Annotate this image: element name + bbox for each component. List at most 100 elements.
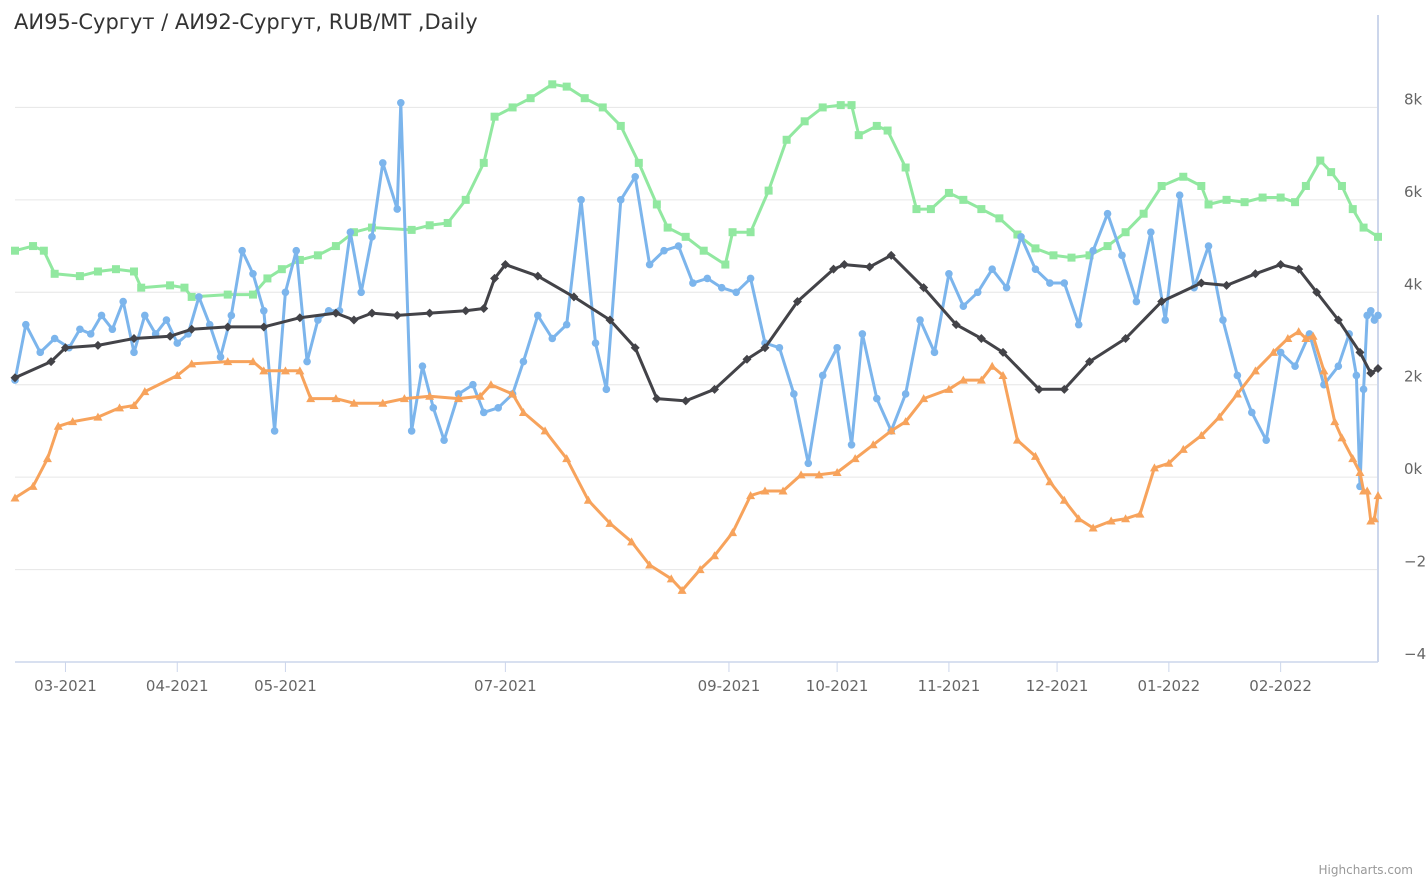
data-point [1369,514,1379,523]
data-point [1196,431,1206,440]
data-point [703,274,712,283]
data-point [367,308,377,318]
data-point [959,195,968,204]
data-point [1046,279,1054,287]
data-point [728,528,738,537]
credits-link[interactable]: Highcharts.com [1318,863,1413,877]
chart-title: АИ95-Сургут / АИ92-Сургут, RUB/MT ,Daily [14,10,478,34]
data-point [519,357,528,366]
data-point [10,493,20,502]
data-point [1240,198,1249,207]
data-point [1017,233,1025,241]
data-point [141,311,149,320]
data-point [681,396,691,406]
data-point [1045,477,1055,486]
data-point [605,518,615,527]
data-point [901,417,911,426]
data-point [944,188,953,197]
data-point [919,394,929,403]
data-point [919,283,929,293]
data-point [1002,283,1011,292]
data-point [1337,433,1347,442]
data-point [583,495,593,504]
data-point [378,398,388,407]
data-point [1291,362,1299,371]
data-point [1348,454,1358,463]
data-point [631,172,640,181]
data-point [1121,334,1131,343]
data-point [93,412,103,421]
data-point [187,292,196,301]
data-point [710,551,720,560]
data-point [1157,181,1166,190]
data-point [577,196,585,204]
x-tick-label: 05-2021 [254,677,317,695]
data-point [260,306,268,315]
data-point [53,421,63,430]
data-point [454,394,464,403]
data-point [393,205,402,213]
data-point [998,347,1008,357]
data-point [1374,311,1382,320]
data-point [407,427,416,435]
data-point [130,348,138,357]
data-point [746,491,756,500]
data-point [976,334,986,343]
data-point [28,481,38,490]
data-point [832,468,842,477]
data-point [728,228,737,237]
data-point [129,267,138,276]
data-point [1196,278,1206,288]
data-point [764,186,773,195]
data-point [1030,451,1040,460]
data-point [346,228,355,237]
data-point [818,371,827,380]
data-point [1204,242,1213,250]
data-point [129,401,139,410]
data-point [295,255,304,264]
data-point [1139,209,1148,218]
data-point [349,315,359,325]
data-point [1175,191,1184,200]
data-point [1178,444,1188,453]
data-point [901,390,910,398]
data-point [1276,193,1285,202]
data-point [1366,516,1376,525]
data-point [540,426,550,435]
data-point [1308,331,1318,340]
data-point [634,158,643,167]
data-point [1031,244,1040,253]
data-point [616,121,625,130]
data-point [397,99,405,107]
y-tick-label: −4k [1404,645,1427,663]
data-point [97,311,106,320]
data-point [1294,264,1304,274]
data-point [1373,364,1383,374]
data-point [500,260,510,270]
data-point [425,391,435,400]
data-point [50,269,59,278]
data-point [1362,486,1372,495]
data-point [313,251,322,260]
data-point [227,311,236,320]
y-tick-label: 0k [1404,460,1423,478]
data-point [1060,279,1069,287]
data-point [977,205,986,214]
data-point [988,265,996,273]
data-point [1319,366,1329,375]
axes: −4k −2k 0k 2k 4k 6k 8k 03-2021 04-2021 05-2021 07-… [15,15,1427,695]
data-point [249,270,257,278]
data-point [645,560,655,569]
data-point [60,343,70,353]
data-point [1352,371,1361,380]
data-point [591,339,600,347]
data-point [959,302,968,310]
data-point [1373,491,1383,500]
data-point [562,454,572,463]
data-point [916,316,924,324]
x-tick-label: 03-2021 [34,677,97,695]
data-point [1355,347,1365,357]
data-point [10,373,20,383]
data-point [616,196,625,204]
